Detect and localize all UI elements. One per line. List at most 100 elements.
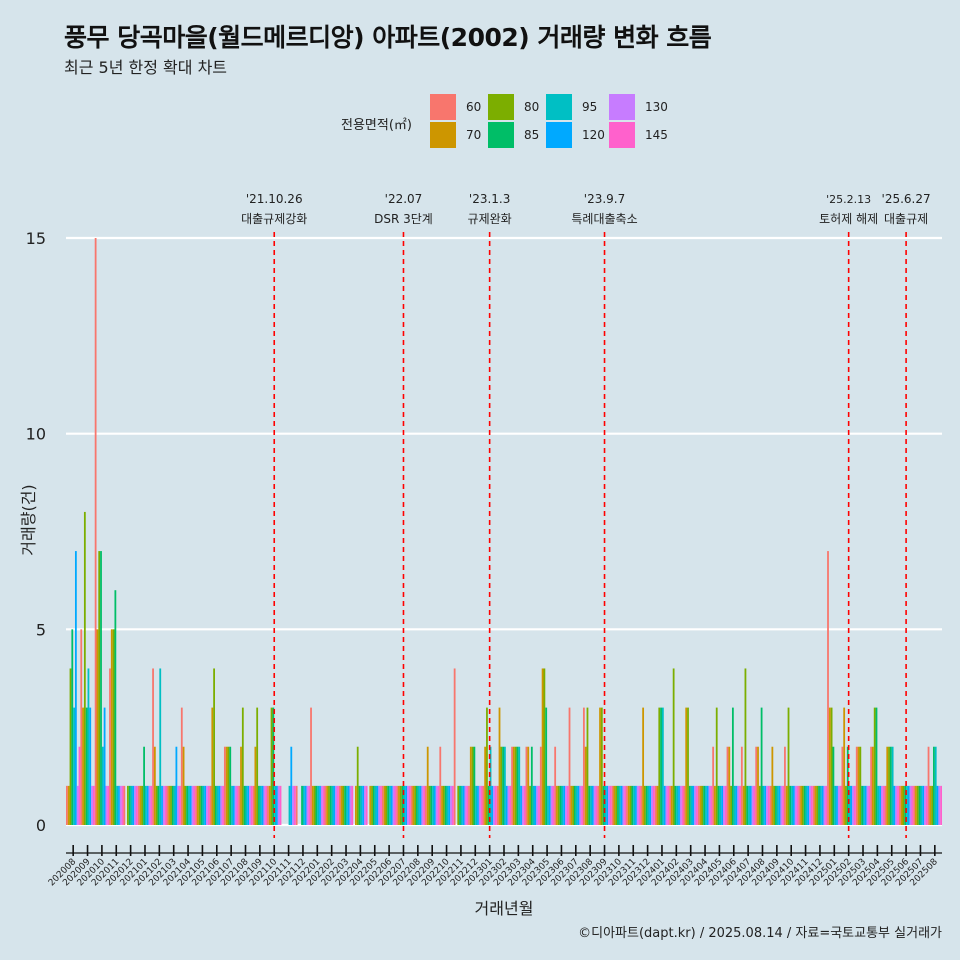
bar bbox=[595, 785, 598, 825]
bar bbox=[920, 785, 923, 825]
bar bbox=[349, 785, 352, 825]
bar bbox=[755, 746, 758, 825]
bar bbox=[136, 785, 138, 825]
bar bbox=[547, 785, 549, 825]
bar bbox=[263, 785, 266, 825]
bar bbox=[854, 785, 856, 825]
bar bbox=[322, 785, 325, 825]
bar bbox=[500, 746, 503, 825]
bar bbox=[882, 785, 885, 825]
bar bbox=[800, 785, 802, 825]
bar bbox=[832, 746, 835, 825]
bar bbox=[171, 785, 174, 825]
bar bbox=[907, 785, 910, 825]
y-tick-label: 10 bbox=[26, 425, 46, 444]
bar bbox=[696, 785, 698, 825]
bar bbox=[823, 785, 826, 825]
bar bbox=[177, 785, 180, 825]
bar bbox=[818, 785, 820, 825]
bar bbox=[82, 707, 84, 825]
bar bbox=[622, 785, 625, 825]
bar bbox=[719, 785, 722, 825]
bar bbox=[906, 785, 908, 825]
bar bbox=[721, 785, 723, 825]
bar bbox=[277, 785, 280, 825]
chart-title: 풍무 당곡마을(월드메르디앙) 아파트(2002) 거래량 변화 흐름 bbox=[64, 23, 712, 52]
bar bbox=[504, 746, 506, 825]
bar bbox=[71, 629, 74, 825]
bar bbox=[705, 785, 707, 825]
bar bbox=[241, 707, 244, 825]
bar bbox=[868, 785, 871, 825]
bar bbox=[261, 785, 264, 825]
bar bbox=[574, 785, 576, 825]
bar bbox=[186, 785, 189, 825]
bar bbox=[448, 785, 451, 825]
bar bbox=[629, 785, 632, 825]
bar bbox=[153, 746, 156, 825]
bar bbox=[880, 785, 883, 825]
bar bbox=[116, 785, 119, 825]
bar bbox=[383, 785, 386, 825]
bar bbox=[236, 785, 239, 825]
bar bbox=[118, 785, 120, 825]
bar bbox=[674, 785, 677, 825]
bar bbox=[155, 785, 158, 825]
bar bbox=[207, 785, 210, 825]
y-axis-title: 거래량(건) bbox=[19, 484, 38, 555]
bar bbox=[405, 785, 408, 825]
bar bbox=[480, 785, 483, 825]
bar bbox=[521, 785, 524, 825]
bar bbox=[561, 785, 564, 825]
chart-caption: ©디아파트(dapt.kr) / 2025.08.14 / 자료=국토교통부 실… bbox=[578, 926, 942, 941]
bar bbox=[816, 785, 819, 825]
bar bbox=[439, 746, 442, 825]
bar bbox=[863, 785, 865, 825]
legend-swatch bbox=[488, 122, 514, 148]
bar bbox=[884, 785, 887, 825]
bar bbox=[245, 785, 248, 825]
bar bbox=[371, 785, 373, 825]
bar bbox=[198, 785, 201, 825]
bar bbox=[143, 746, 145, 825]
bar bbox=[661, 707, 664, 825]
bar bbox=[805, 785, 808, 825]
bar bbox=[843, 707, 846, 825]
bar bbox=[159, 668, 162, 825]
legend-label: 145 bbox=[645, 128, 668, 142]
bar bbox=[771, 746, 774, 825]
bar bbox=[708, 785, 711, 825]
bar bbox=[803, 785, 806, 825]
bar bbox=[211, 707, 214, 825]
bar bbox=[385, 785, 388, 825]
bar bbox=[225, 746, 228, 825]
bar bbox=[626, 785, 628, 825]
bar bbox=[511, 746, 513, 825]
bar bbox=[265, 785, 268, 825]
bar bbox=[593, 785, 596, 825]
bar bbox=[769, 785, 772, 825]
legend-label: 70 bbox=[466, 128, 482, 142]
bar bbox=[518, 746, 521, 825]
bar bbox=[433, 785, 436, 825]
bar bbox=[315, 785, 318, 825]
bar bbox=[656, 785, 659, 825]
bar bbox=[179, 785, 181, 825]
bar bbox=[550, 785, 553, 825]
bar bbox=[922, 785, 925, 825]
bar bbox=[848, 785, 851, 825]
bar bbox=[302, 785, 305, 825]
bar bbox=[710, 785, 713, 825]
bar bbox=[412, 785, 415, 825]
bar bbox=[796, 785, 799, 825]
bar bbox=[836, 785, 838, 825]
bar bbox=[489, 746, 492, 825]
bar bbox=[608, 785, 610, 825]
bar bbox=[150, 785, 153, 825]
bar bbox=[425, 785, 427, 825]
bar bbox=[875, 707, 878, 825]
bar bbox=[545, 707, 548, 825]
bar bbox=[369, 785, 372, 825]
bar bbox=[559, 785, 562, 825]
